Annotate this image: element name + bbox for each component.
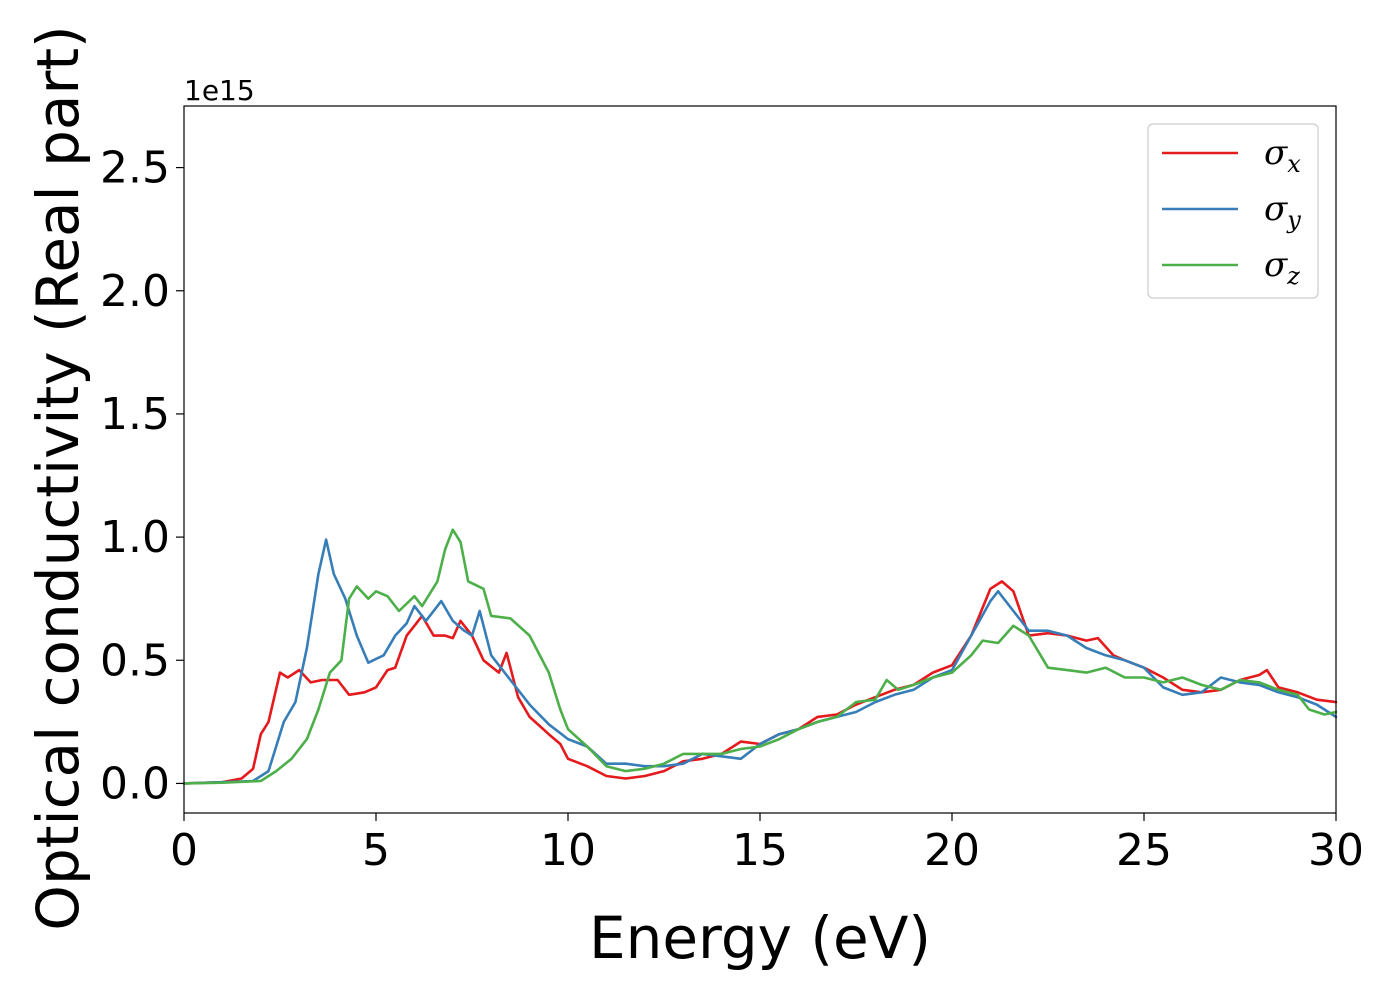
- legend-entries: σx σy σz: [1162, 133, 1301, 290]
- legend: σx σy σz: [1147, 123, 1319, 299]
- plot-area: [184, 106, 1336, 813]
- x-tick-label: 0: [170, 825, 198, 876]
- y-tick-label: 1.0: [100, 512, 170, 563]
- y-tick-label: 2.5: [100, 143, 170, 194]
- x-axis-ticks: 0 5 10 15 20 25 30: [170, 813, 1364, 876]
- x-axis-label: Energy (eV): [589, 904, 931, 972]
- x-tick-label: 5: [362, 825, 390, 876]
- x-tick-label: 10: [540, 825, 596, 876]
- y-offset-label: 1e15: [184, 74, 255, 107]
- y-tick-label: 0.5: [100, 635, 170, 686]
- legend-label-y: σy: [1264, 189, 1301, 234]
- x-tick-label: 15: [732, 825, 788, 876]
- legend-label-x: σx: [1264, 133, 1301, 178]
- y-tick-label: 2.0: [100, 266, 170, 317]
- y-axis-label: Optical conductivity (Real part): [24, 25, 92, 930]
- legend-box: [1147, 123, 1319, 299]
- legend-label-z: σz: [1264, 245, 1300, 290]
- y-tick-label: 0.0: [100, 758, 170, 809]
- series-line-z: [182, 528, 1338, 785]
- y-axis-ticks: 0.0 0.5 1.0 1.5 2.0 2.5: [100, 143, 184, 809]
- x-tick-label: 30: [1308, 825, 1364, 876]
- x-tick-label: 20: [924, 825, 980, 876]
- y-tick-label: 1.5: [100, 389, 170, 440]
- series-layer: [182, 528, 1338, 785]
- x-tick-label: 25: [1116, 825, 1172, 876]
